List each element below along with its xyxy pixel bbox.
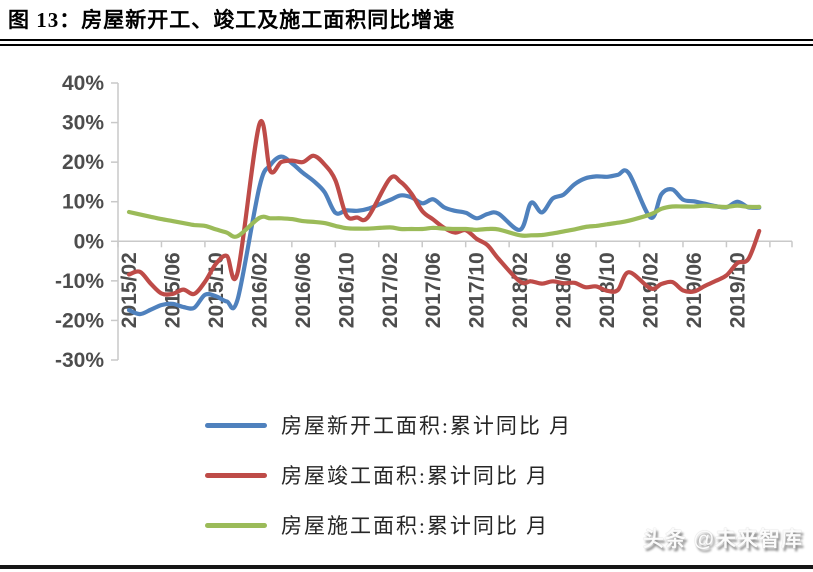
chart-title: 图 13：房屋新开工、竣工及施工面积同比增速 <box>8 8 456 32</box>
x-axis-label: 2016/10 <box>335 252 358 328</box>
x-axis-label: 2017/02 <box>379 252 402 328</box>
x-axis-label: 2016/02 <box>248 252 271 328</box>
y-axis-label: 40% <box>62 72 104 95</box>
legend-item-construction: 房屋施工面积:累计同比 月 <box>205 500 572 550</box>
series-line-2 <box>126 203 762 239</box>
legend-swatch-construction <box>205 522 267 528</box>
legend-item-new-starts: 房屋新开工面积:累计同比 月 <box>205 400 572 450</box>
x-axis-label: 2015/06 <box>161 252 184 328</box>
x-axis-label: 2018/06 <box>553 252 576 328</box>
x-axis-label: 2015/02 <box>118 252 141 328</box>
y-axis-label: -20% <box>55 309 104 332</box>
legend-swatch-new-starts <box>205 422 267 428</box>
y-axis-label: 10% <box>62 191 104 214</box>
x-axis-label: 2016/06 <box>292 252 315 328</box>
y-axis-label: 0% <box>74 230 105 253</box>
y-axis-label: 30% <box>62 112 104 135</box>
x-axis-label: 2017/10 <box>466 252 489 328</box>
legend-label-new-starts: 房屋新开工面积:累计同比 月 <box>281 414 573 438</box>
series-line-1 <box>126 119 762 297</box>
y-axis-label: -10% <box>55 270 104 293</box>
series-line-0 <box>126 154 762 317</box>
y-axis-label: -30% <box>55 349 104 372</box>
legend-item-completions: 房屋竣工面积:累计同比 月 <box>205 450 572 500</box>
legend-label-construction: 房屋施工面积:累计同比 月 <box>281 514 550 538</box>
x-axis-label: 2017/06 <box>422 252 445 328</box>
watermark: 头条 @未来智库 <box>642 528 803 551</box>
legend-label-completions: 房屋竣工面积:累计同比 月 <box>281 464 550 488</box>
title-divider <box>0 39 813 46</box>
legend-swatch-completions <box>205 472 267 478</box>
bottom-divider <box>0 565 813 569</box>
legend: 房屋新开工面积:累计同比 月 房屋竣工面积:累计同比 月 房屋施工面积:累计同比… <box>205 400 572 550</box>
x-axis-label: 2018/02 <box>509 252 532 328</box>
y-axis-label: 20% <box>62 151 104 174</box>
